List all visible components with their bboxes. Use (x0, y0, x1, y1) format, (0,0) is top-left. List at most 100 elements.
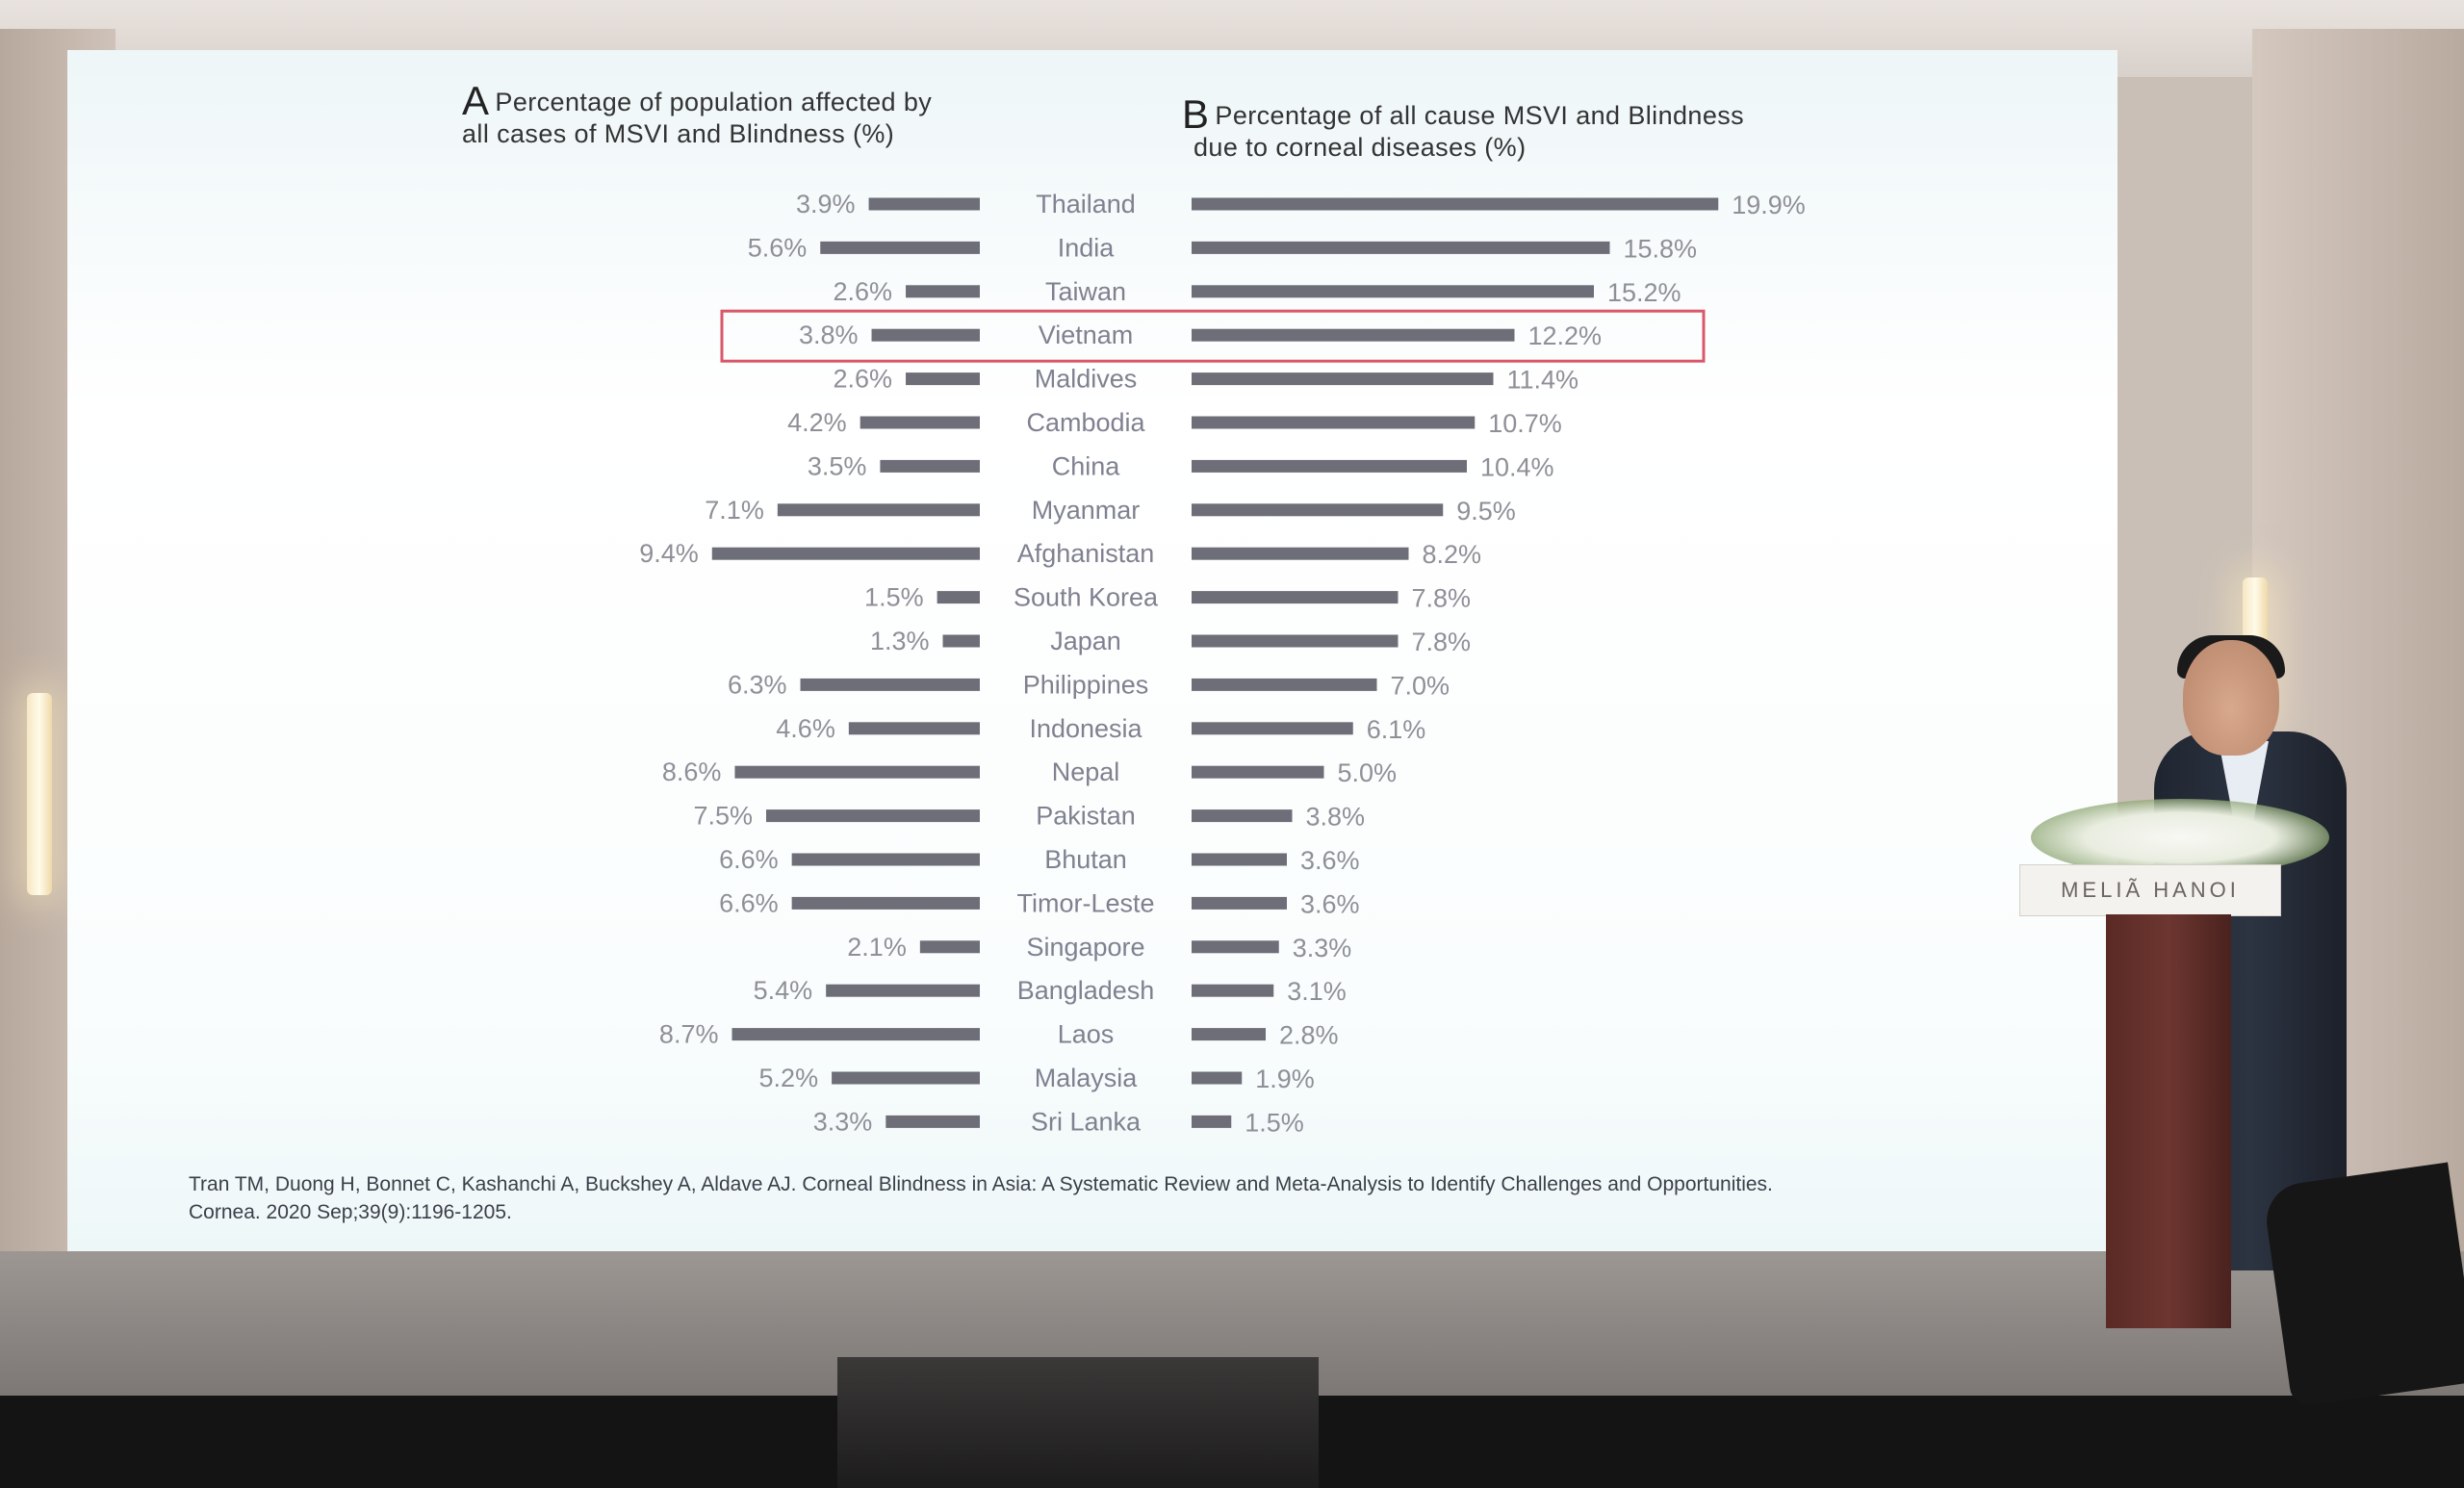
left-wall-lamp (27, 693, 52, 895)
bar-a-bhutan (791, 853, 980, 866)
value-label-a-vietnam: 3.8% (799, 321, 859, 349)
bar-a-bangladesh (826, 984, 980, 997)
bar-b-timor-leste (1192, 896, 1287, 910)
value-label-a-indonesia: 4.6% (776, 714, 835, 743)
value-label-a-china: 3.5% (808, 451, 867, 480)
category-label-india: India (1058, 233, 1116, 262)
value-label-b-taiwan: 15.2% (1607, 278, 1681, 307)
bar-b-maldives (1192, 372, 1494, 386)
bar-a-china (880, 459, 980, 473)
stage-monitor-speaker (2261, 1162, 2464, 1408)
citation: Tran TM, Duong H, Bonnet C, Kashanchi A,… (189, 1170, 2123, 1226)
bar-b-nepal (1192, 765, 1324, 779)
bar-a-philippines (800, 678, 980, 691)
value-label-b-bangladesh: 3.1% (1287, 977, 1347, 1006)
bar-a-myanmar (777, 503, 980, 517)
value-label-b-malaysia: 1.9% (1255, 1065, 1315, 1093)
category-label-japan: Japan (1050, 627, 1121, 655)
value-label-b-cambodia: 10.7% (1488, 409, 1562, 438)
bar-b-south-korea (1192, 591, 1399, 604)
chart-b-letter: B (1182, 91, 1210, 137)
bar-b-malaysia (1192, 1071, 1243, 1085)
citation-line2: Cornea. 2020 Sep;39(9):1196-1205. (189, 1201, 512, 1223)
bar-b-thailand (1192, 197, 1719, 211)
value-label-a-india: 5.6% (748, 233, 808, 262)
bar-a-malaysia (832, 1071, 980, 1085)
value-label-a-bhutan: 6.6% (719, 845, 779, 874)
bar-b-myanmar (1192, 503, 1444, 517)
value-label-a-timor-leste: 6.6% (719, 888, 779, 917)
bar-a-timor-leste (791, 896, 980, 910)
bar-b-philippines (1192, 678, 1377, 691)
bar-b-afghanistan (1192, 547, 1409, 560)
value-label-b-japan: 7.8% (1412, 628, 1472, 656)
category-label-indonesia: Indonesia (1029, 714, 1142, 743)
speaker-head (2183, 640, 2279, 756)
category-label-maldives: Maldives (1035, 365, 1138, 394)
bar-b-pakistan (1192, 809, 1293, 823)
category-label-bangladesh: Bangladesh (1017, 976, 1155, 1005)
value-label-b-philippines: 7.0% (1391, 671, 1450, 700)
value-label-b-singapore: 3.3% (1293, 934, 1352, 962)
category-label-laos: Laos (1058, 1020, 1115, 1049)
category-label-timor-leste: Timor-Leste (1016, 888, 1154, 917)
bar-a-afghanistan (711, 547, 980, 560)
value-label-a-myanmar: 7.1% (705, 496, 764, 525)
value-label-b-vietnam: 12.2% (1528, 321, 1603, 350)
value-label-a-malaysia: 5.2% (759, 1064, 819, 1092)
bar-b-bhutan (1192, 853, 1287, 866)
bar-b-vietnam (1192, 328, 1515, 342)
chart-a-title-line2: all cases of MSVI and Blindness (%) (462, 119, 895, 148)
citation-line1: Tran TM, Duong H, Bonnet C, Kashanchi A,… (189, 1173, 1773, 1195)
bar-a-south-korea (937, 591, 980, 604)
highlight-box-vietnam (720, 309, 1706, 363)
value-label-b-nepal: 5.0% (1338, 758, 1398, 787)
bar-a-thailand (868, 197, 980, 211)
stage-steps (837, 1357, 1319, 1488)
value-label-b-bhutan: 3.6% (1300, 846, 1360, 875)
bar-a-indonesia (848, 722, 980, 735)
value-label-b-china: 10.4% (1480, 452, 1554, 481)
category-label-taiwan: Taiwan (1045, 277, 1126, 306)
category-label-sri-lanka: Sri Lanka (1031, 1107, 1142, 1136)
bar-b-sri-lanka (1192, 1115, 1232, 1128)
chart-b-title-line1: Percentage of all cause MSVI and Blindne… (1215, 101, 1745, 130)
bar-a-vietnam (871, 328, 980, 342)
bar-b-india (1192, 241, 1610, 254)
value-label-a-pakistan: 7.5% (693, 802, 753, 831)
bar-b-china (1192, 459, 1467, 473)
value-label-b-south-korea: 7.8% (1412, 584, 1472, 613)
value-label-b-myanmar: 9.5% (1456, 497, 1516, 526)
value-label-b-pakistan: 3.8% (1306, 803, 1366, 832)
value-label-a-japan: 1.3% (870, 627, 930, 655)
chart-a-title: A Percentage of population affected by al… (462, 81, 933, 150)
category-label-singapore: Singapore (1026, 933, 1144, 962)
category-label-cambodia: Cambodia (1026, 408, 1145, 437)
category-label-nepal: Nepal (1052, 757, 1120, 786)
chart-a-title-line1: Percentage of population affected by (495, 88, 933, 116)
podium-sign: MELIÃ HANOI (2019, 864, 2281, 916)
value-label-b-laos: 2.8% (1279, 1021, 1339, 1050)
value-label-a-taiwan: 2.6% (833, 277, 892, 306)
bar-b-cambodia (1192, 416, 1476, 429)
podium (2106, 914, 2231, 1328)
value-label-b-india: 15.8% (1624, 234, 1698, 263)
bar-a-pakistan (766, 809, 980, 823)
bar-a-laos (732, 1028, 980, 1041)
value-label-b-sri-lanka: 1.5% (1245, 1108, 1304, 1137)
bar-a-japan (942, 634, 980, 648)
category-label-afghanistan: Afghanistan (1017, 539, 1155, 568)
bar-b-taiwan (1192, 285, 1594, 298)
bar-a-taiwan (906, 285, 980, 298)
bar-b-bangladesh (1192, 984, 1274, 997)
category-label-china: China (1052, 451, 1121, 480)
value-label-a-philippines: 6.3% (728, 670, 787, 699)
projection-screen (67, 50, 2118, 1251)
category-label-myanmar: Myanmar (1032, 496, 1141, 525)
bar-a-nepal (734, 765, 980, 779)
category-label-thailand: Thailand (1036, 190, 1136, 218)
bar-b-japan (1192, 634, 1399, 648)
value-label-b-thailand: 19.9% (1732, 191, 1806, 219)
value-label-a-maldives: 2.6% (833, 365, 892, 394)
